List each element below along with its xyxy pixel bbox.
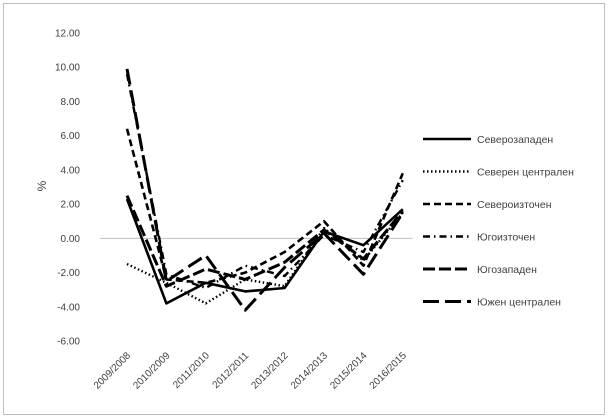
x-axis-ticks: 2009/20082010/20092011/20102012/20112013… xyxy=(92,350,409,392)
y-tick-label: 12.00 xyxy=(55,29,80,40)
y-tick-label: -6.00 xyxy=(57,337,80,348)
y-tick-label: 10.00 xyxy=(55,63,80,74)
series-lines xyxy=(125,68,405,312)
x-tick-label: 2015/2014 xyxy=(328,350,370,392)
series-line xyxy=(125,128,404,285)
y-tick-label: -2.00 xyxy=(57,268,80,279)
y-tick-label: 8.00 xyxy=(61,97,81,108)
x-tick-label: 2016/2015 xyxy=(368,350,410,392)
series-line xyxy=(125,68,405,312)
y-tick-label: 2.00 xyxy=(61,200,81,211)
legend-label: Североизточен xyxy=(477,199,552,211)
y-axis-ticks: 12.00 10.00 8.00 6.00 4.00 2.00 0.00 -2.00 -4.00… xyxy=(55,29,80,348)
chart-frame xyxy=(3,3,605,415)
series-line xyxy=(125,73,404,290)
y-axis-label: % xyxy=(35,180,49,191)
x-tick-label: 2014/2013 xyxy=(289,350,331,392)
series-line xyxy=(125,195,404,288)
y-tick-label: 4.00 xyxy=(61,165,81,176)
legend-label: Северозападен xyxy=(477,134,553,146)
legend-label: Югозападен xyxy=(477,264,537,276)
y-tick-label: -4.00 xyxy=(57,302,80,313)
legend-label: Северен централен xyxy=(477,167,574,179)
legend-label: Южен централен xyxy=(477,297,561,309)
x-tick-label: 2011/2010 xyxy=(171,350,212,391)
x-tick-label: 2009/2008 xyxy=(92,350,134,392)
x-tick-label: 2013/2012 xyxy=(250,350,292,392)
x-tick-label: 2012/2011 xyxy=(211,350,252,391)
x-tick-label: 2010/2009 xyxy=(131,350,173,392)
legend-label: Югоизточен xyxy=(477,232,535,244)
y-tick-label: 6.00 xyxy=(61,131,81,142)
y-tick-label: 0.00 xyxy=(61,234,81,245)
legend: Северозападен Северен централен Североизто… xyxy=(423,134,574,309)
